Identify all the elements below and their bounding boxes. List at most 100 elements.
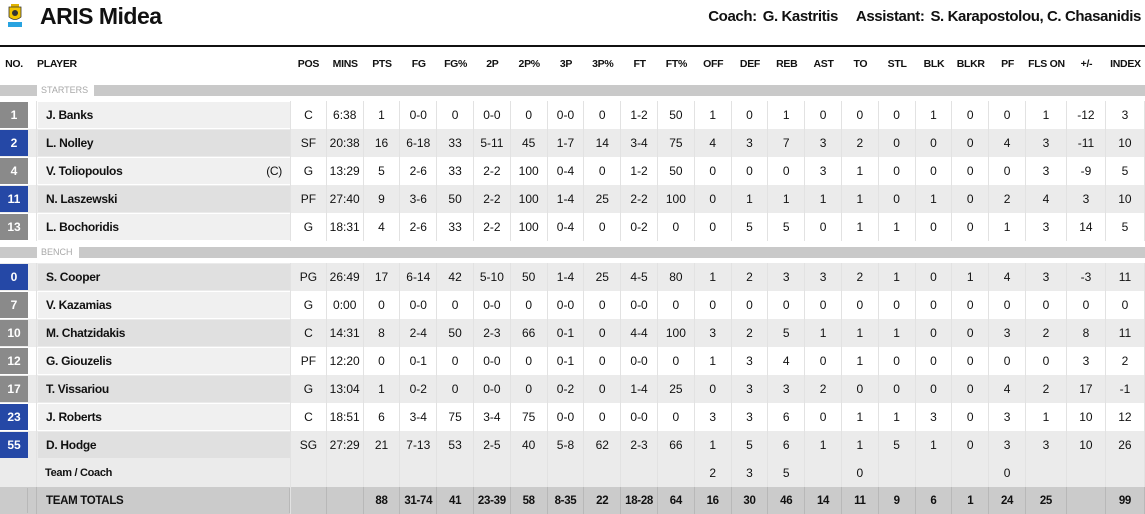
column-header[interactable]: 2P% [518,57,541,70]
row-spacer [28,347,37,375]
stat-pos-cell: PG [290,263,327,291]
player-name[interactable]: M. Chatzidakis [46,326,126,340]
column-header[interactable]: 3P% [592,57,614,70]
starters-table: 1 J. Banks C 6:38 1 0-0 0 0-0 0 0-0 0 1-2 50 1 0 1 0 0 0 1 0… [0,101,1145,241]
stat-3p-cell: 22 [584,487,622,514]
column-header[interactable]: FT% [665,57,688,70]
stat-fls-on-cell: 25 [1026,487,1067,514]
stat-pts-cell: 4 [364,213,401,241]
stat-blk-cell: 1 [916,101,953,129]
stat-pos-cell [290,487,327,514]
stat-pf-cell: 24 [989,487,1026,514]
stat-fg-cell: 41 [437,487,474,514]
column-header[interactable]: NO. [5,57,23,70]
stat-3p-cell: 0 [584,347,622,375]
column-header[interactable]: INDEX [1110,57,1141,70]
player-name-cell[interactable]: J. Roberts [38,404,290,430]
player-name[interactable]: J. Roberts [46,410,102,424]
stat-ft-cell: 0-0 [621,347,658,375]
stat-blk-cell [916,459,953,487]
stat-to-cell: 0 [842,459,879,487]
stat-blkr-cell: 0 [952,129,990,157]
column-header[interactable]: +/- [1080,57,1093,70]
stat-blkr-cell: 0 [952,213,990,241]
column-header[interactable]: PTS [372,57,392,70]
column-header[interactable]: DEF [739,57,761,70]
row-spacer [28,431,37,459]
player-name[interactable]: L. Nolley [46,136,94,150]
column-header[interactable]: FT [633,57,646,70]
column-header[interactable]: FG% [444,57,468,70]
stat-3p-cell [584,459,622,487]
stat-index-cell: 5 [1106,157,1145,185]
stat-fg-cell: 0-1 [400,347,438,375]
stat-def-cell: 2 [732,263,769,291]
stat-fg-cell: 0 [437,347,474,375]
player-name-cell[interactable]: G. Giouzelis [38,348,290,374]
player-name[interactable]: S. Cooper [46,270,100,284]
column-header[interactable]: BLKR [956,57,985,70]
player-row: 11 N. Laszewski PF 27:40 9 3-6 50 2-2 100 1-4 25 2-… [0,185,1145,213]
stat-reb-cell: 5 [768,459,806,487]
stat-ft-cell: 1-4 [621,375,658,403]
player-name-cell[interactable]: M. Chatzidakis [38,320,290,346]
stat-2p-cell: 100 [511,185,548,213]
row-spacer [28,319,37,347]
player-name-cell[interactable]: S. Cooper [38,264,290,290]
player-name-cell[interactable]: L. Nolley [38,130,290,156]
player-name-cell[interactable]: V. Kazamias [38,292,290,318]
column-header[interactable]: STL [887,57,907,70]
stat-fg-cell: 0 [437,101,474,129]
player-name-cell[interactable]: T. Vissariou [38,376,290,402]
stat-pos-cell: G [290,213,327,241]
stat-ft-cell: 50 [658,157,695,185]
jersey-number: 23 [0,404,28,430]
stat-fls-on-cell: 3 [1026,263,1067,291]
player-name-cell[interactable]: V. Toliopoulos (C) [38,158,290,184]
stat-pos-cell: G [290,291,327,319]
player-name[interactable]: V. Toliopoulos [46,164,123,178]
stat-2p-cell: 50 [511,263,548,291]
column-header[interactable]: MINS [332,57,358,70]
player-name-cell[interactable]: L. Bochoridis [38,214,290,240]
player-name-cell[interactable]: D. Hodge [38,432,290,458]
player-row: 17 T. Vissariou G 13:04 1 0-2 0 0-0 0 0-2 0 1-4 25 0 3… [0,375,1145,403]
player-name[interactable]: V. Kazamias [46,298,112,312]
column-header[interactable]: PF [1001,57,1014,70]
stat-to-cell: 1 [842,431,879,459]
player-name[interactable]: J. Banks [46,108,93,122]
column-header[interactable]: 3P [559,57,573,70]
jersey-number: 13 [0,214,28,240]
stat-3p-cell: 62 [584,431,622,459]
stat-ft-cell: 0 [658,291,695,319]
stat-reb-cell: 0 [768,291,806,319]
column-header[interactable]: REB [776,57,798,70]
stat-2p-cell: 0-0 [474,347,511,375]
column-header[interactable]: OFF [703,57,724,70]
player-name[interactable]: D. Hodge [46,438,97,452]
player-name[interactable]: L. Bochoridis [46,220,119,234]
player-name[interactable]: T. Vissariou [46,382,109,396]
stat-3p-cell: 0 [584,213,622,241]
player-name[interactable]: N. Laszewski [46,192,118,206]
player-name[interactable]: G. Giouzelis [46,354,112,368]
row-spacer [28,403,37,431]
player-name-cell[interactable]: N. Laszewski [38,186,290,212]
stat-off-cell: 0 [695,185,732,213]
stat-2p-cell: 66 [511,319,548,347]
column-header[interactable]: TO [853,57,868,70]
column-header[interactable]: POS [297,57,320,70]
player-name-cell[interactable]: J. Banks [38,102,290,128]
stat--cell: -12 [1067,101,1106,129]
column-header[interactable]: FLS ON [1028,57,1065,70]
column-header[interactable]: AST [813,57,834,70]
stat-2p-cell: 0-0 [474,101,511,129]
coach-name: G. Kastritis [762,8,839,25]
column-header[interactable]: 2P [486,57,499,70]
stat--cell [1067,459,1106,487]
column-header[interactable]: PLAYER [37,57,77,70]
stat-def-cell: 3 [732,375,769,403]
column-header[interactable]: BLK [923,57,945,70]
column-header[interactable]: FG [411,57,426,70]
assistant-label: Assistant: [855,8,925,25]
